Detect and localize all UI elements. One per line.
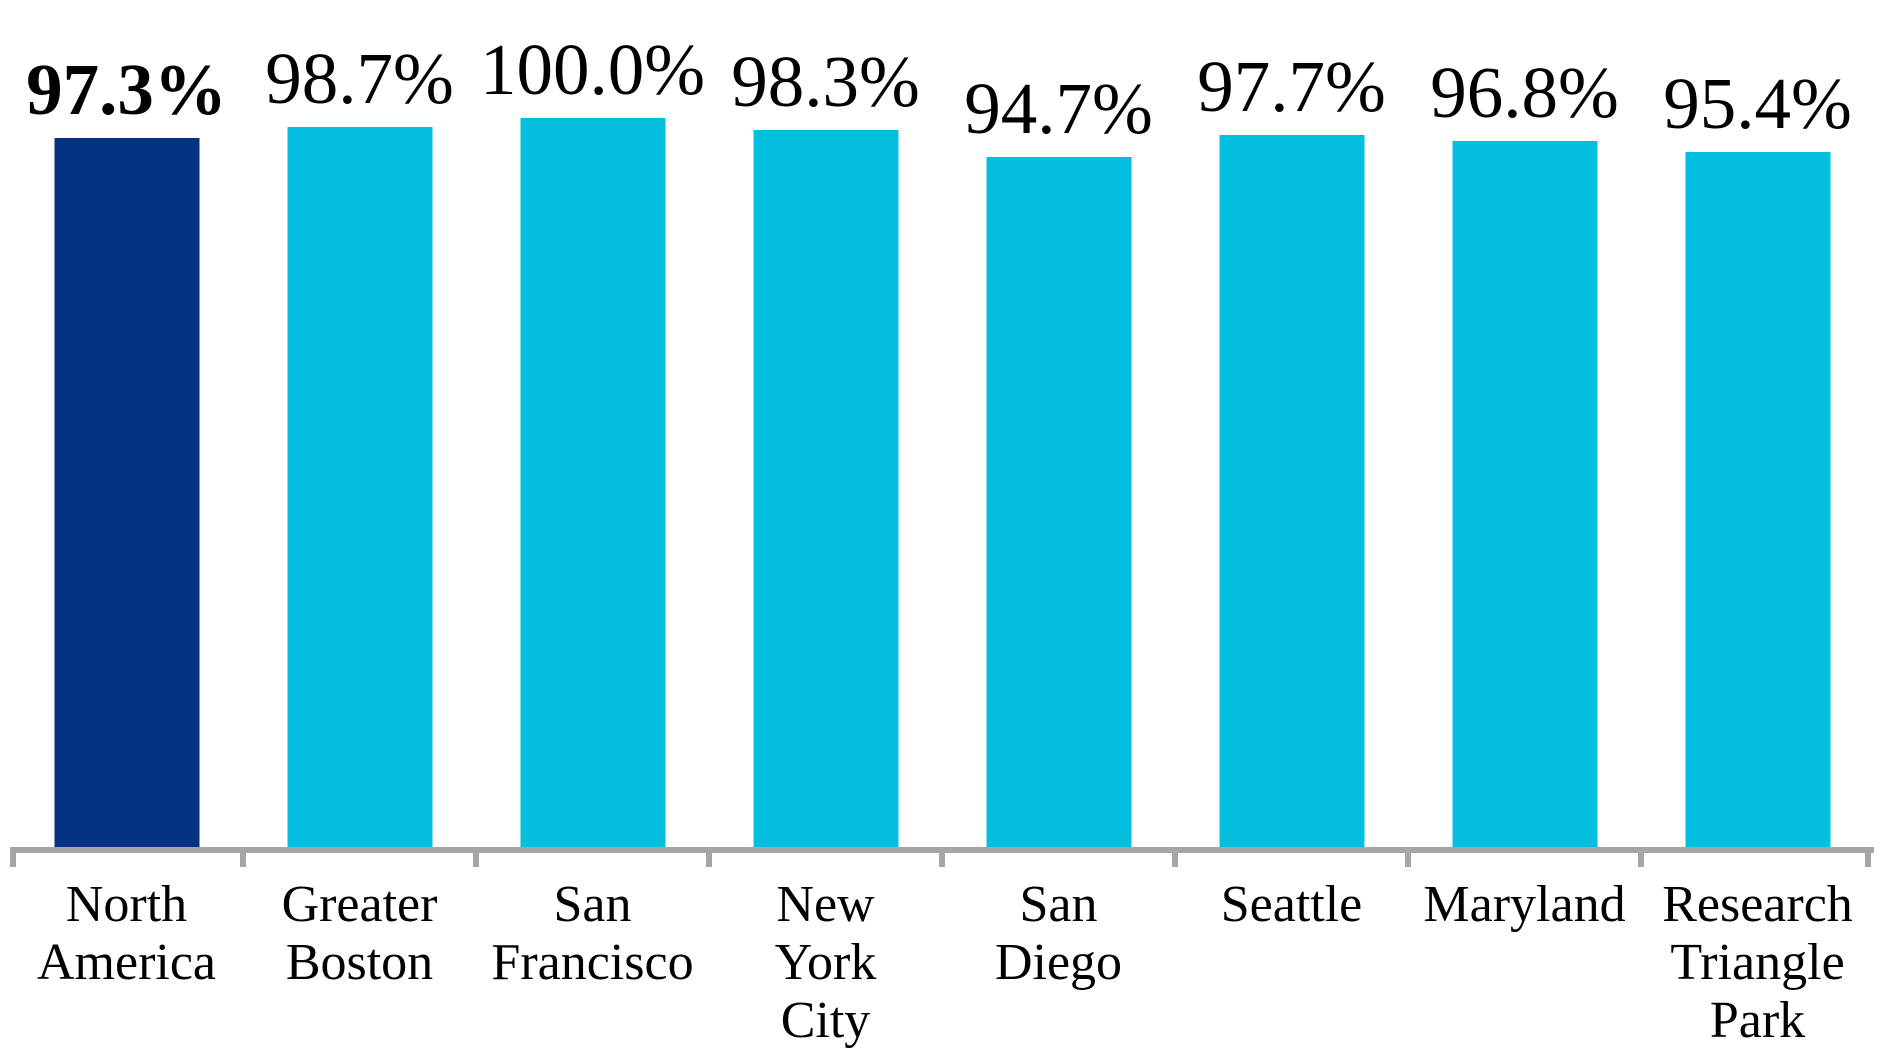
bar-maryland xyxy=(1452,141,1597,847)
category-label-san-diego: San Diego xyxy=(994,876,1123,992)
chart-column-seattle: 97.7% xyxy=(1175,0,1408,847)
axis-tick-6 xyxy=(1405,847,1411,867)
chart-column-san-francisco: 100.0% xyxy=(476,0,709,847)
value-label-seattle: 97.7% xyxy=(1197,46,1386,127)
axis-tick-7 xyxy=(1638,847,1644,867)
category-label-research-triangle-park: Research Triangle Park xyxy=(1662,876,1853,1050)
axis-tick-0 xyxy=(10,847,16,867)
axis-tick-2 xyxy=(473,847,479,867)
category-label-maryland: Maryland xyxy=(1423,876,1626,933)
category-label-new-york-city: New York City xyxy=(774,876,877,1050)
axis-tick-3 xyxy=(706,847,712,867)
bar-seattle xyxy=(1219,135,1364,847)
bar-san-francisco xyxy=(520,118,665,847)
category-label-north-america: North America xyxy=(36,876,216,992)
bar-san-diego xyxy=(986,157,1131,847)
plot-area: 97.3% 98.7% 100.0% 98.3% 94.7% 97.7% 96.8% 95.4… xyxy=(10,0,1874,847)
axis-tick-5 xyxy=(1172,847,1178,867)
value-label-san-diego: 94.7% xyxy=(964,68,1153,149)
value-label-research-triangle-park: 95.4% xyxy=(1663,63,1852,144)
chart-column-greater-boston: 98.7% xyxy=(243,0,476,847)
bar-north-america xyxy=(54,138,199,847)
chart-column-new-york-city: 98.3% xyxy=(709,0,942,847)
chart-column-research-triangle-park: 95.4% xyxy=(1641,0,1874,847)
category-label-greater-boston: Greater Boston xyxy=(281,876,438,992)
x-axis-category-labels: North America Greater Boston San Francisco… xyxy=(10,876,1874,1051)
chart-column-san-diego: 94.7% xyxy=(942,0,1175,847)
bar-greater-boston xyxy=(287,127,432,847)
category-label-san-francisco: San Francisco xyxy=(491,876,694,992)
axis-tick-1 xyxy=(240,847,246,867)
chart-column-maryland: 96.8% xyxy=(1408,0,1641,847)
chart-column-north-america: 97.3% xyxy=(10,0,243,847)
value-label-new-york-city: 98.3% xyxy=(731,41,920,122)
category-label-seattle: Seattle xyxy=(1220,876,1363,933)
bar-new-york-city xyxy=(753,130,898,847)
value-label-north-america: 97.3% xyxy=(26,49,227,130)
axis-tick-8 xyxy=(1865,847,1871,867)
value-label-san-francisco: 100.0% xyxy=(479,29,706,110)
value-label-greater-boston: 98.7% xyxy=(265,38,454,119)
value-label-maryland: 96.8% xyxy=(1430,52,1619,133)
bar-research-triangle-park xyxy=(1685,152,1830,847)
axis-tick-4 xyxy=(939,847,945,867)
